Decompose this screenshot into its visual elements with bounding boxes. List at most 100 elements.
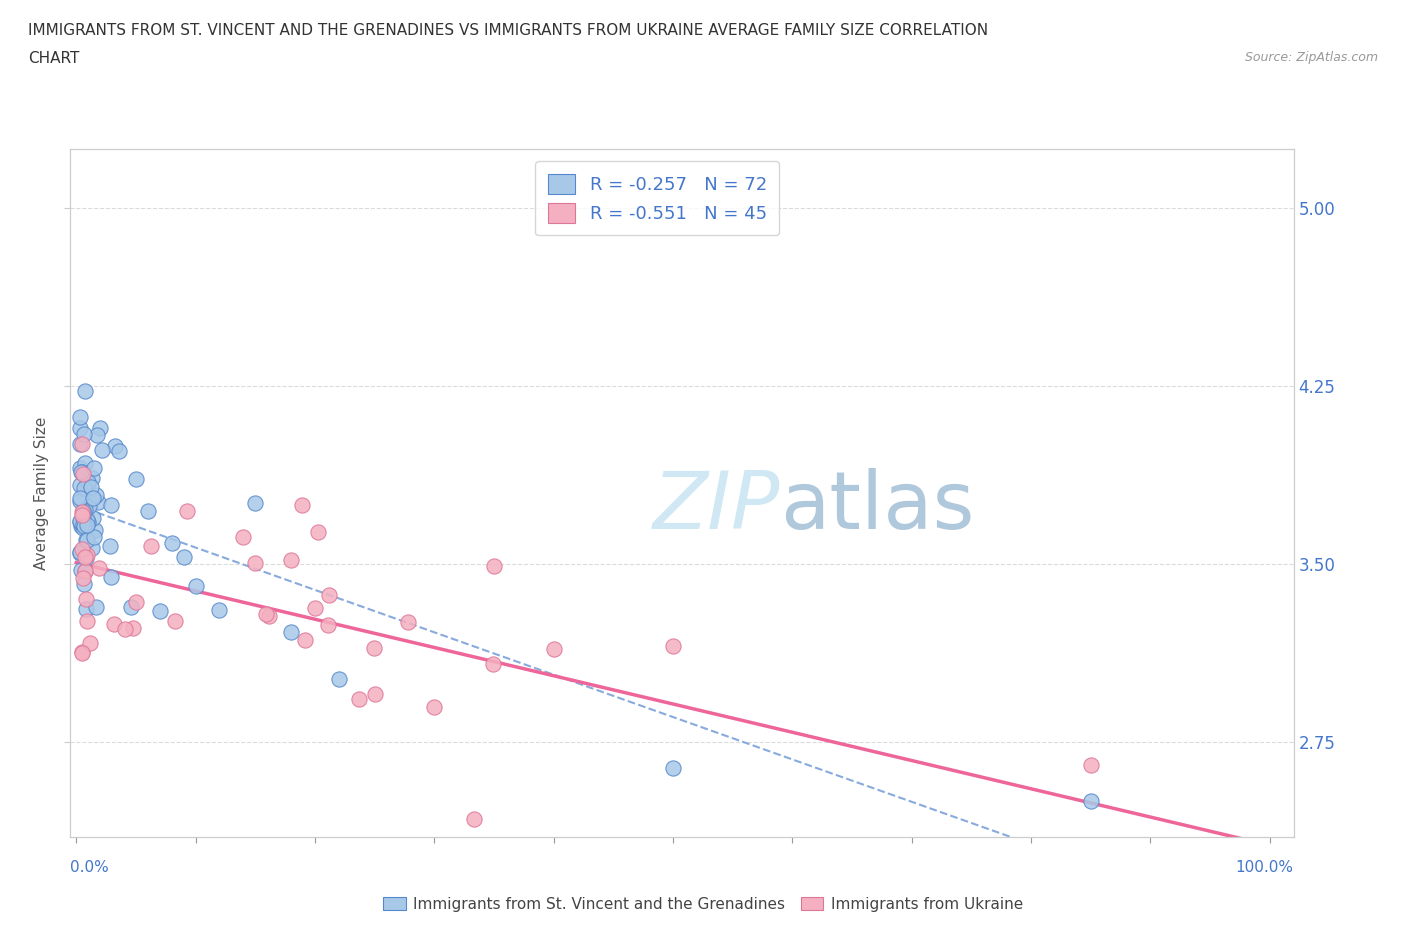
Point — [69, 460, 91, 475]
Point — [73, 519, 96, 534]
Point — [70, 508, 93, 523]
Text: atlas: atlas — [780, 468, 974, 546]
Point — [463, 812, 485, 827]
Point — [73, 509, 96, 524]
Point — [294, 633, 316, 648]
Text: 0.0%: 0.0% — [70, 860, 110, 875]
Point — [347, 691, 370, 706]
Point — [87, 495, 110, 510]
Point — [77, 474, 100, 489]
Point — [69, 544, 91, 559]
Point — [79, 479, 101, 494]
Point — [70, 505, 93, 520]
Point — [75, 602, 97, 617]
Point — [75, 551, 97, 565]
Point — [121, 620, 143, 635]
Point — [543, 642, 565, 657]
Point — [98, 538, 121, 553]
Point — [76, 614, 98, 629]
Point — [70, 465, 93, 480]
Point — [69, 515, 91, 530]
Point — [91, 443, 114, 458]
Y-axis label: Average Family Size: Average Family Size — [34, 417, 49, 569]
Point — [165, 613, 187, 628]
Point — [103, 617, 125, 631]
Point — [482, 657, 505, 671]
Point — [73, 577, 96, 591]
Point — [84, 600, 107, 615]
Point — [70, 541, 93, 556]
Point — [328, 672, 350, 687]
Point — [160, 536, 183, 551]
Point — [80, 540, 103, 555]
Legend: Immigrants from St. Vincent and the Grenadines, Immigrants from Ukraine: Immigrants from St. Vincent and the Gren… — [377, 890, 1029, 918]
Point — [208, 603, 231, 618]
Point — [69, 491, 91, 506]
Text: Source: ZipAtlas.com: Source: ZipAtlas.com — [1244, 51, 1378, 64]
Point — [75, 592, 97, 607]
Point — [75, 550, 97, 565]
Point — [89, 420, 111, 435]
Point — [139, 538, 162, 553]
Point — [245, 495, 267, 510]
Point — [114, 622, 136, 637]
Point — [82, 471, 104, 485]
Point — [83, 530, 105, 545]
Point — [254, 607, 277, 622]
Point — [100, 569, 122, 584]
Point — [69, 437, 91, 452]
Point — [70, 464, 93, 479]
Point — [72, 571, 94, 586]
Point — [1080, 794, 1102, 809]
Point — [841, 841, 863, 856]
Point — [176, 503, 198, 518]
Point — [482, 559, 505, 574]
Text: IMMIGRANTS FROM ST. VINCENT AND THE GRENADINES VS IMMIGRANTS FROM UKRAINE AVERAG: IMMIGRANTS FROM ST. VINCENT AND THE GREN… — [28, 23, 988, 38]
Point — [125, 595, 148, 610]
Point — [69, 546, 91, 561]
Point — [245, 555, 267, 570]
Point — [75, 507, 97, 522]
Point — [73, 502, 96, 517]
Text: ZIP: ZIP — [652, 468, 780, 546]
Point — [69, 477, 91, 492]
Point — [69, 494, 91, 509]
Point — [72, 516, 94, 531]
Text: 100.0%: 100.0% — [1236, 860, 1294, 875]
Point — [75, 533, 97, 548]
Point — [291, 498, 314, 512]
Point — [75, 455, 97, 470]
Point — [120, 600, 142, 615]
Point — [70, 645, 93, 660]
Point — [136, 503, 159, 518]
Point — [108, 444, 131, 458]
Point — [75, 384, 97, 399]
Point — [70, 562, 93, 577]
Point — [104, 438, 127, 453]
Point — [184, 579, 207, 594]
Point — [82, 511, 104, 525]
Point — [280, 552, 302, 567]
Text: CHART: CHART — [28, 51, 80, 66]
Point — [363, 686, 385, 701]
Point — [1080, 758, 1102, 773]
Point — [662, 638, 685, 653]
Point — [72, 504, 94, 519]
Point — [73, 481, 96, 496]
Point — [73, 564, 96, 578]
Point — [662, 761, 685, 776]
Point — [423, 699, 446, 714]
Point — [125, 472, 148, 486]
Point — [76, 518, 98, 533]
Point — [73, 564, 96, 578]
Point — [70, 437, 93, 452]
Point — [232, 529, 254, 544]
Point — [84, 487, 107, 502]
Point — [69, 420, 91, 435]
Point — [318, 618, 340, 632]
Point — [83, 461, 105, 476]
Point — [396, 614, 419, 629]
Point — [72, 467, 94, 482]
Point — [76, 477, 98, 492]
Point — [76, 548, 98, 563]
